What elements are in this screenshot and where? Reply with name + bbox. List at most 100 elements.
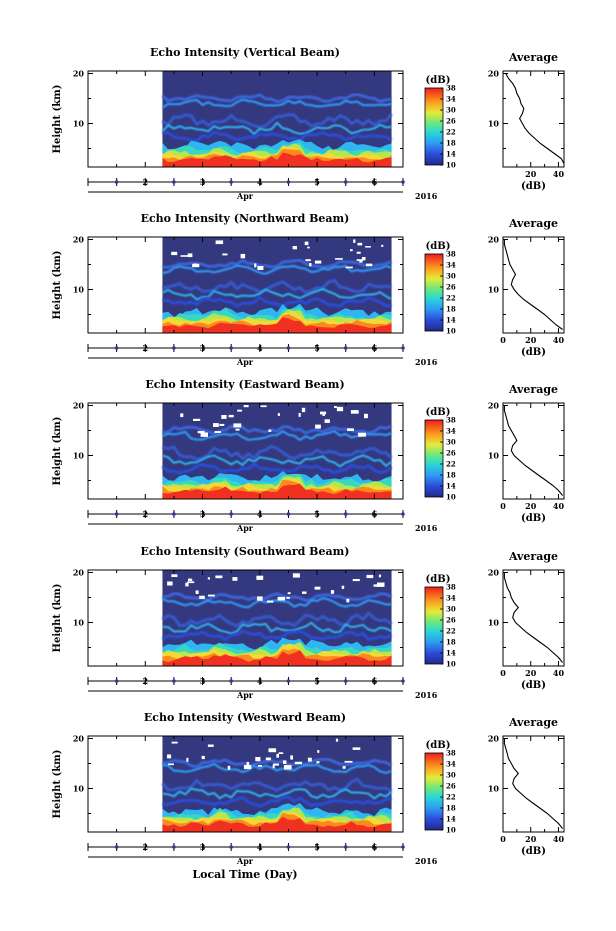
x-tick-label: 5 xyxy=(314,343,320,353)
colorbar-tick-label: 10 xyxy=(446,493,456,502)
average-xlabel: (dB) xyxy=(521,347,546,358)
missing-data xyxy=(364,413,368,419)
echo-layer xyxy=(162,762,392,775)
average-frame xyxy=(502,236,565,334)
y-axis-label: Height (km) xyxy=(52,251,63,320)
y-tick-label: 20 xyxy=(73,734,85,744)
average-x-tick-label: 20 xyxy=(525,501,537,511)
missing-data xyxy=(302,591,307,594)
missing-data xyxy=(237,409,243,412)
missing-data xyxy=(268,429,272,432)
colorbar-tick-label: 22 xyxy=(446,793,456,802)
x-year-label: 2016 xyxy=(415,690,438,700)
colorbar-tick-label: 26 xyxy=(446,616,456,625)
missing-data xyxy=(167,581,173,586)
colorbar xyxy=(424,419,444,498)
missing-data xyxy=(381,244,384,247)
missing-data xyxy=(233,423,242,428)
average-x-tick-label: 0 xyxy=(500,501,506,511)
x-tick-label: 6 xyxy=(372,177,378,187)
missing-data xyxy=(257,266,264,270)
missing-data xyxy=(255,757,261,762)
echo-layer xyxy=(162,444,393,461)
missing-data xyxy=(207,594,215,597)
colorbar xyxy=(424,586,444,665)
colorbar-tick-label: 26 xyxy=(446,117,456,126)
average-frame xyxy=(502,569,565,667)
missing-data xyxy=(215,575,223,579)
panel-title: Echo Intensity (Westward Beam) xyxy=(144,711,346,724)
echo-layer xyxy=(162,258,393,269)
colorbar-tick-label: 14 xyxy=(446,150,456,159)
panel-1: Echo Intensity (Northward Beam) Height (k… xyxy=(52,212,565,367)
colorbar-tick-label: 34 xyxy=(446,594,456,603)
missing-data xyxy=(254,263,257,268)
colorbar-tick-label: 34 xyxy=(446,760,456,769)
colorbar-tick-label: 30 xyxy=(446,272,456,281)
missing-data xyxy=(373,584,380,587)
missing-data xyxy=(352,579,360,582)
y-axis-label: Height (km) xyxy=(52,584,63,653)
echo-layer xyxy=(162,621,392,635)
boundary-layer xyxy=(162,816,392,832)
average-y-tick-label: 10 xyxy=(488,784,500,794)
date-axis-marker xyxy=(343,512,348,516)
heatmap-data xyxy=(162,237,393,333)
missing-data xyxy=(246,761,250,766)
echo-layer xyxy=(161,98,392,109)
colorbar-tick-label: 38 xyxy=(446,250,456,259)
missing-data xyxy=(265,757,271,761)
missing-data xyxy=(314,260,322,264)
average-y-tick-label: 10 xyxy=(488,285,500,295)
average-x-tick-label: 20 xyxy=(525,335,537,345)
echo-layer xyxy=(162,130,393,143)
echo-layer xyxy=(161,611,393,628)
average-profile-line xyxy=(503,738,564,829)
y-axis-label: Height (km) xyxy=(52,417,63,486)
heatmap-data xyxy=(161,736,393,832)
average-profile-line xyxy=(503,405,564,496)
y-tick-label: 10 xyxy=(73,285,85,295)
missing-data xyxy=(193,263,198,267)
date-axis-marker xyxy=(229,346,233,350)
missing-data xyxy=(171,741,178,744)
date-axis-marker xyxy=(172,180,176,184)
average-y-tick-label: 20 xyxy=(488,734,500,744)
y-tick-label: 20 xyxy=(73,401,85,411)
missing-data xyxy=(362,257,366,261)
missing-data xyxy=(235,428,240,431)
plot-frame xyxy=(87,236,404,334)
x-tick-label: 3 xyxy=(200,676,206,686)
colorbar-tick-label: 18 xyxy=(446,471,456,480)
colorbar-tick-label: 30 xyxy=(446,438,456,447)
boundary-layer xyxy=(162,317,392,333)
x-month-label: Apr xyxy=(236,523,254,533)
y-tick-label: 10 xyxy=(73,451,85,461)
missing-data xyxy=(305,259,311,262)
average-y-tick-label: 10 xyxy=(488,451,500,461)
colorbar-tick-label: 14 xyxy=(446,649,456,658)
date-axis-marker xyxy=(286,346,291,350)
panel-3: Echo Intensity (Southward Beam) Height (k… xyxy=(52,545,565,700)
colorbar-tick-label: 18 xyxy=(446,804,456,813)
x-tick-label: 6 xyxy=(372,676,378,686)
echo-layer xyxy=(162,278,392,295)
missing-data xyxy=(378,574,381,578)
missing-data xyxy=(283,765,292,770)
colorbar-tick-label: 22 xyxy=(446,627,456,636)
missing-data xyxy=(222,253,228,256)
missing-data xyxy=(256,575,264,580)
echo-layer xyxy=(162,429,392,442)
missing-data xyxy=(377,582,385,587)
average-y-tick-label: 10 xyxy=(488,119,500,129)
y-tick-label: 10 xyxy=(73,618,85,628)
x-month-label: Apr xyxy=(236,191,254,201)
missing-data xyxy=(334,406,337,408)
missing-data xyxy=(365,246,371,248)
colorbar-tick-label: 10 xyxy=(446,327,456,336)
missing-data xyxy=(283,760,287,764)
missing-data xyxy=(298,413,301,417)
echo-layer xyxy=(162,787,393,800)
missing-data xyxy=(357,242,363,246)
colorbar-unit: (dB) xyxy=(426,740,451,751)
